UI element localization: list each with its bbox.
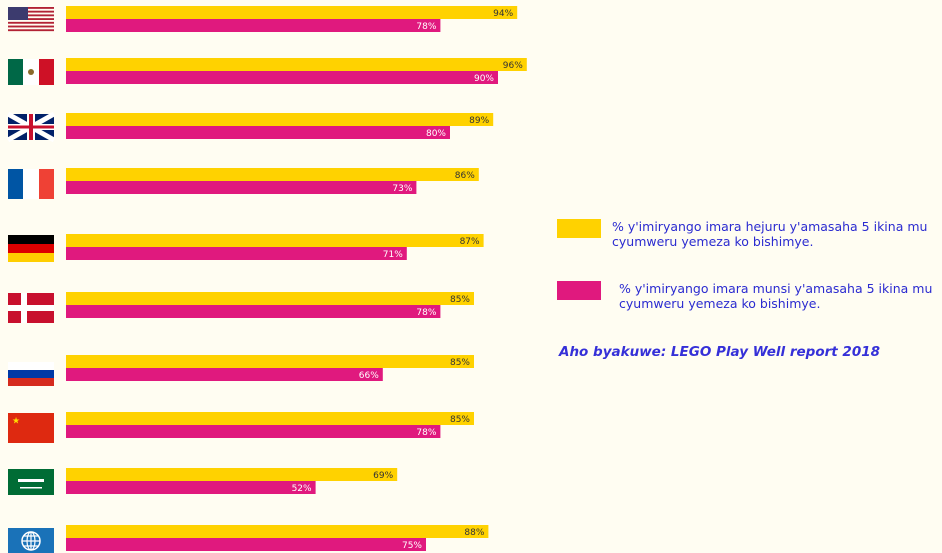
value-label: 96%: [503, 61, 523, 71]
bar: [66, 113, 494, 126]
bar: [66, 412, 474, 425]
value-label: 78%: [416, 22, 436, 32]
value-label: 66%: [359, 371, 379, 381]
flag-part: [8, 14, 54, 17]
bar: [66, 19, 441, 32]
flag-part: [8, 7, 28, 20]
flag-part: [8, 413, 54, 443]
flag-part: [8, 18, 54, 20]
bar: [66, 481, 316, 494]
flag-part: [8, 21, 54, 24]
flag-part: [8, 253, 54, 262]
flag: [8, 528, 54, 553]
legend-item: % y'imiryango imara munsi y'amasaha 5 ik…: [557, 281, 942, 311]
value-label: 89%: [469, 116, 489, 126]
flag-part: [8, 29, 54, 32]
bar: [66, 71, 498, 84]
flag-part: [20, 487, 42, 489]
flag-part: [8, 370, 54, 378]
legend-label: % y'imiryango imara munsi y'amasaha 5 ik…: [619, 281, 933, 311]
bar: [66, 538, 426, 551]
flag-part: [22, 532, 40, 550]
bar: [66, 168, 479, 181]
flag-part: [8, 59, 23, 85]
flag: [8, 169, 54, 199]
value-label: 52%: [292, 484, 312, 494]
bar: [66, 305, 441, 318]
flag-part: [23, 169, 39, 199]
bar: [66, 126, 450, 139]
flag-part: [8, 10, 54, 13]
flag-part: [8, 25, 54, 28]
bar: [66, 234, 484, 247]
flag-part: [8, 169, 23, 199]
flag-part: [8, 378, 54, 386]
bar: [66, 292, 474, 305]
bar: [66, 58, 527, 71]
value-label: 90%: [474, 74, 494, 84]
bar: [66, 181, 417, 194]
bar: [66, 355, 474, 368]
flag-part: [29, 114, 33, 140]
bar: [66, 425, 441, 438]
bar: [66, 6, 518, 19]
value-label: 78%: [416, 308, 436, 318]
value-label: 78%: [416, 428, 436, 438]
legend-swatch: [557, 219, 601, 238]
flag: [8, 469, 54, 495]
bar: [66, 247, 407, 260]
flag-part: [8, 305, 54, 311]
flag-part: [18, 479, 44, 482]
value-label: 73%: [392, 184, 412, 194]
value-label: 86%: [455, 171, 475, 181]
flag-part: [26, 531, 36, 551]
source-note: Aho byakuwe: LEGO Play Well report 2018: [559, 344, 880, 360]
value-label: 87%: [460, 237, 480, 247]
bar: [66, 368, 383, 381]
legend-item: % y'imiryango imara hejuru y'amasaha 5 i…: [557, 219, 942, 249]
bar: [66, 468, 398, 481]
flag: [8, 293, 54, 323]
value-label: 94%: [493, 9, 513, 19]
flag: ★: [8, 413, 54, 443]
flag: [6, 111, 56, 143]
flag-part: [28, 69, 34, 75]
legend-label: % y'imiryango imara hejuru y'amasaha 5 i…: [612, 219, 928, 249]
flag-part: [39, 169, 54, 199]
flag-part: [8, 235, 54, 244]
flag: [8, 235, 54, 262]
flag: [8, 59, 54, 85]
legend-swatch: [557, 281, 601, 300]
value-label: 69%: [373, 471, 393, 481]
flag: [8, 7, 54, 32]
flag: [8, 362, 54, 386]
flag-part: ★: [12, 417, 20, 427]
value-label: 85%: [450, 295, 470, 305]
value-label: 75%: [402, 541, 422, 551]
flag-part: [8, 7, 54, 9]
bar: [66, 525, 489, 538]
flag-part: [8, 244, 54, 253]
flag-part: [39, 59, 54, 85]
flag-part: [8, 362, 54, 370]
value-label: 80%: [426, 129, 446, 139]
value-label: 85%: [450, 415, 470, 425]
value-label: 88%: [464, 528, 484, 538]
value-label: 71%: [383, 250, 403, 260]
value-label: 85%: [450, 358, 470, 368]
